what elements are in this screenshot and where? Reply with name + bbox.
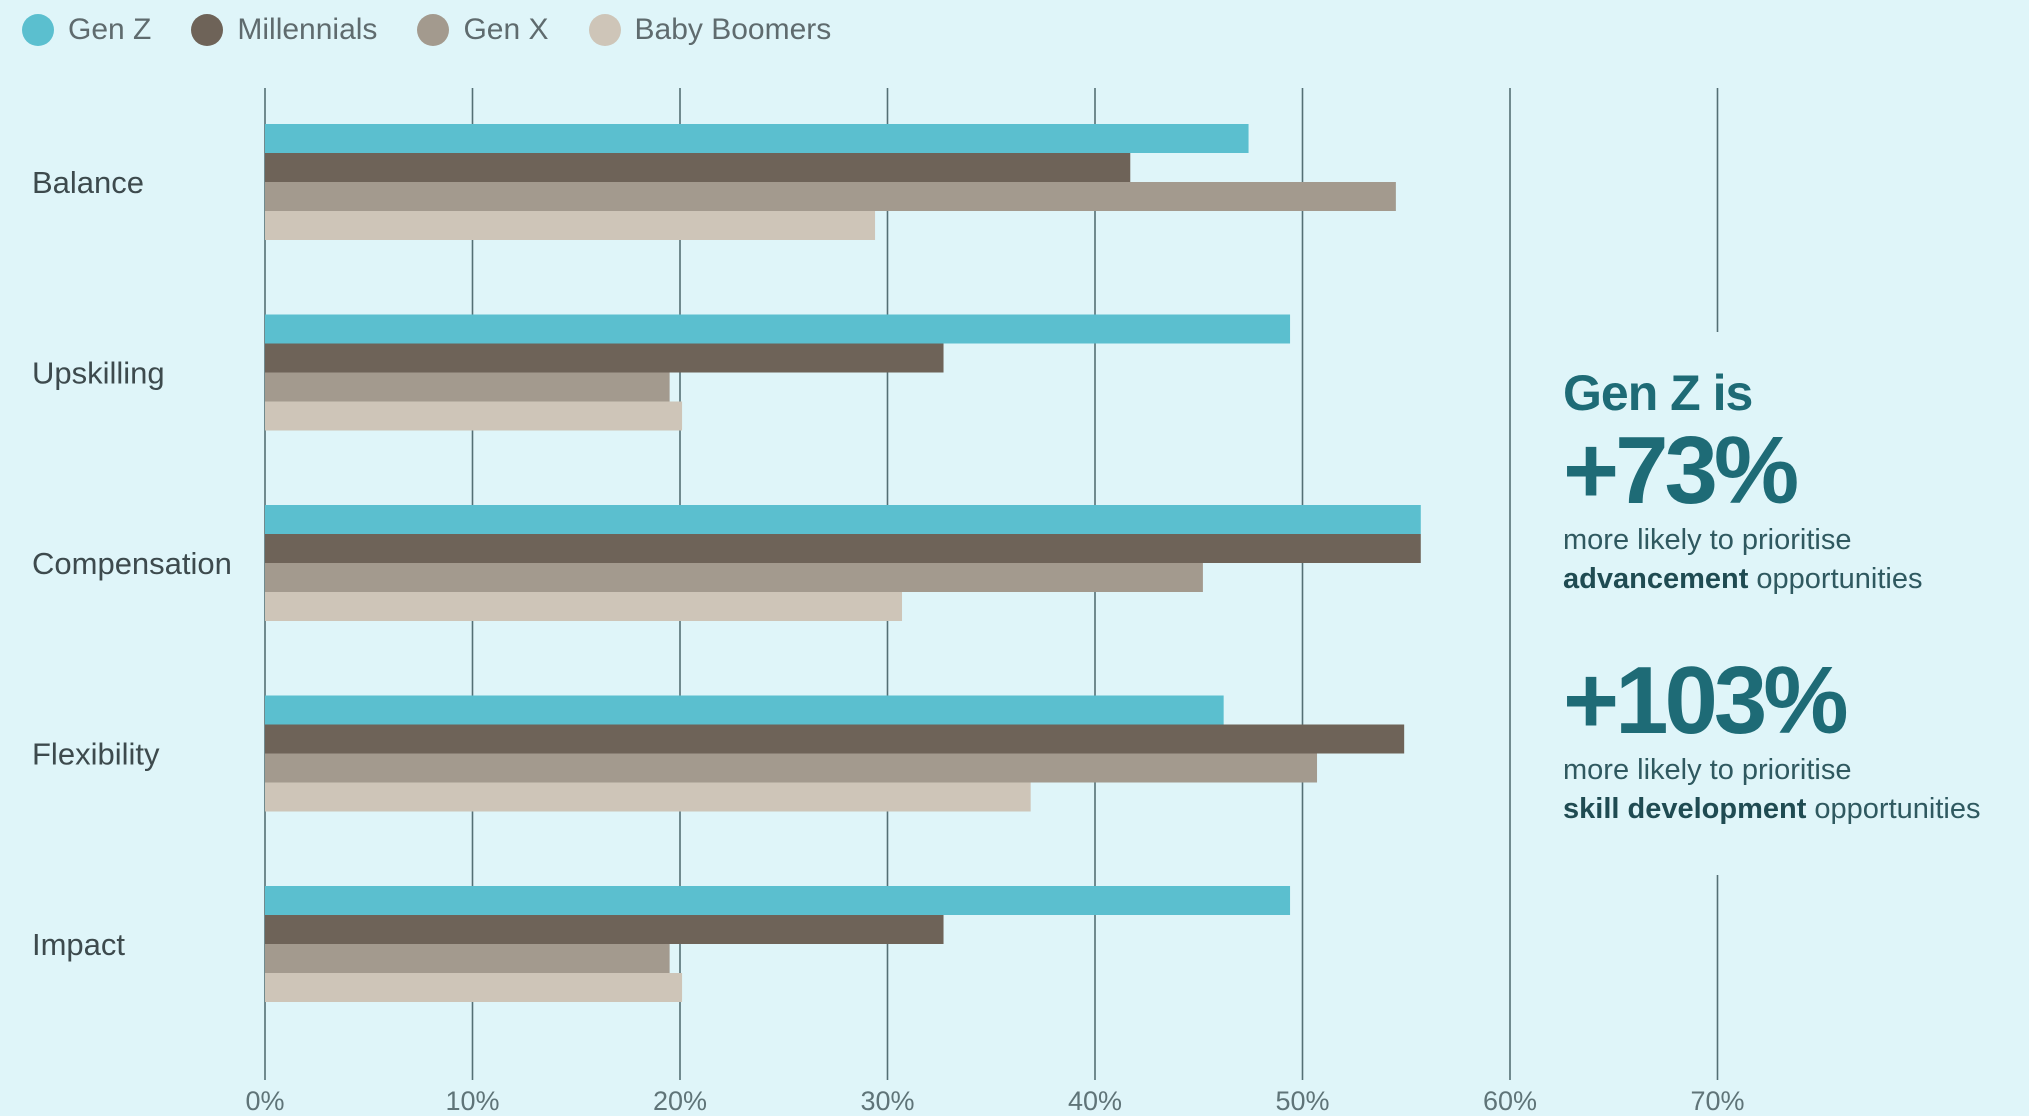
bar-compensation-baby-boomers xyxy=(265,592,903,621)
bar-impact-millennials xyxy=(265,915,944,944)
bar-impact-gen-x xyxy=(265,944,670,973)
legend-label-baby-boomers: Baby Boomers xyxy=(634,13,832,46)
bar-balance-baby-boomers xyxy=(265,211,876,240)
bar-flexibility-gen-z xyxy=(265,695,1224,725)
chart-legend: Gen Z Millennials Gen X Baby Boomers xyxy=(22,10,831,50)
y-category-label-upskilling: Upskilling xyxy=(32,356,165,391)
legend-item-baby-boomers: Baby Boomers xyxy=(588,13,832,47)
legend-swatch-gen-x xyxy=(417,14,450,46)
y-category-label-flexibility: Flexibility xyxy=(32,737,160,772)
legend-item-gen-x: Gen X xyxy=(417,13,549,47)
bar-impact-baby-boomers xyxy=(265,973,683,1002)
callout-stat-skill-development: +103% xyxy=(1563,647,1849,754)
callout-panel: Gen Z is +73% more likely to prioritise … xyxy=(1563,365,2023,829)
bar-balance-gen-x xyxy=(265,182,1396,211)
x-tick-label-0pct: 0% xyxy=(245,1086,284,1116)
callout-text-skill-plain: more likely to prioritise xyxy=(1563,754,1852,786)
bar-balance-gen-z xyxy=(265,124,1249,153)
x-tick-label-20pct: 20% xyxy=(653,1086,707,1116)
callout-text-advancement-bold: advancement xyxy=(1563,563,1749,595)
bar-upskilling-millennials xyxy=(265,343,944,373)
bar-flexibility-millennials xyxy=(265,724,1405,754)
callout-text-skill-tail: opportunities xyxy=(1806,793,1981,825)
x-tick-label-60pct: 60% xyxy=(1483,1086,1537,1116)
bar-compensation-gen-z xyxy=(265,505,1421,534)
y-category-label-compensation: Compensation xyxy=(32,546,232,581)
x-tick-label-30pct: 30% xyxy=(860,1086,914,1116)
legend-item-gen-z: Gen Z xyxy=(22,13,151,47)
bar-flexibility-gen-x xyxy=(265,753,1318,783)
legend-swatch-gen-z xyxy=(22,14,54,46)
bar-impact-gen-z xyxy=(265,886,1291,915)
legend-label-millennials: Millennials xyxy=(237,13,378,46)
legend-swatch-baby-boomers xyxy=(588,14,621,46)
callout-lead: Gen Z is xyxy=(1563,365,1753,421)
y-category-label-balance: Balance xyxy=(32,165,144,200)
bar-upskilling-gen-x xyxy=(265,372,670,402)
bar-upskilling-baby-boomers xyxy=(265,401,683,431)
legend-swatch-millennials xyxy=(191,14,224,46)
bar-balance-millennials xyxy=(265,153,1131,182)
x-tick-label-10pct: 10% xyxy=(445,1086,499,1116)
callout-text-advancement-tail: opportunities xyxy=(1748,563,1923,595)
legend-item-millennials: Millennials xyxy=(191,13,377,47)
x-tick-label-50pct: 50% xyxy=(1275,1086,1329,1116)
y-category-label-impact: Impact xyxy=(32,927,125,962)
legend-label-gen-x: Gen X xyxy=(463,13,549,46)
callout-text-advancement-plain: more likely to prioritise xyxy=(1563,524,1852,556)
callout-text-skill-bold: skill development xyxy=(1563,793,1807,825)
x-tick-label-70pct: 70% xyxy=(1690,1086,1744,1116)
bar-compensation-gen-x xyxy=(265,563,1203,592)
callout-text-skill-development: more likely to prioritise skill developm… xyxy=(1563,751,2023,829)
callout-stat-advancement: +73% xyxy=(1563,417,1799,524)
callout-text-advancement: more likely to prioritise advancement op… xyxy=(1563,521,2023,599)
bar-upskilling-gen-z xyxy=(265,314,1291,344)
bar-compensation-millennials xyxy=(265,534,1421,563)
legend-label-gen-z: Gen Z xyxy=(68,13,152,46)
x-tick-label-40pct: 40% xyxy=(1068,1086,1122,1116)
bar-flexibility-baby-boomers xyxy=(265,782,1031,812)
